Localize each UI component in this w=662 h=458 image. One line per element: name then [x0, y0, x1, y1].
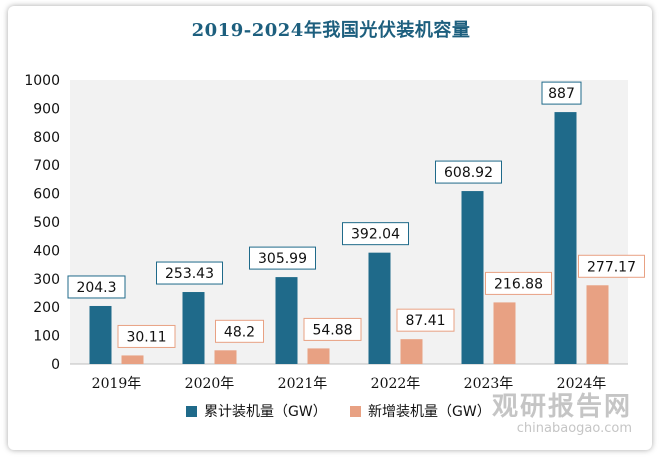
y-tick-label: 400: [33, 243, 60, 259]
x-tick-label: 2019年: [92, 376, 142, 392]
x-tick-label: 2023年: [464, 376, 514, 392]
watermark-cn: 观研报告网: [491, 392, 632, 422]
x-tick-label: 2022年: [371, 376, 421, 392]
data-label-box: [578, 254, 645, 278]
data-label-box: [117, 324, 176, 348]
y-tick-label: 700: [33, 158, 60, 174]
chart-title: 2019-2024年我国光伏装机容量: [191, 20, 471, 41]
data-label: 253.43: [165, 266, 214, 282]
data-label: 54.88: [312, 322, 352, 338]
bar-new: [214, 350, 237, 364]
data-label-box: [342, 222, 409, 246]
data-label: 216.88: [494, 276, 543, 292]
y-tick-label: 1000: [24, 73, 60, 89]
bar-new: [493, 302, 516, 364]
data-label-box: [303, 317, 362, 341]
bar-cumulative: [182, 292, 205, 364]
x-tick-label: 2020年: [185, 376, 235, 392]
data-label: 204.3: [76, 280, 116, 296]
y-tick-label: 600: [33, 187, 60, 203]
y-tick-label: 800: [33, 130, 60, 146]
data-label: 277.17: [587, 259, 636, 275]
bar-new: [307, 348, 330, 364]
bar-cumulative: [554, 112, 577, 364]
data-label: 392.04: [351, 227, 400, 243]
data-label: 608.92: [444, 165, 493, 181]
x-tick-label: 2021年: [278, 376, 328, 392]
data-label-box: [435, 160, 502, 184]
data-label: 30.11: [126, 329, 166, 345]
legend-label: 累计装机量（GW）: [204, 404, 327, 420]
bar-cumulative: [368, 252, 391, 364]
y-tick-label: 500: [33, 215, 60, 231]
data-label: 87.41: [405, 313, 445, 329]
data-label-box: [249, 246, 316, 270]
bar-cumulative: [89, 305, 112, 364]
data-label-box: [67, 275, 126, 299]
bar-new: [121, 355, 144, 364]
y-tick-label: 0: [51, 357, 60, 373]
y-tick-label: 300: [33, 272, 60, 288]
bar-new: [586, 285, 609, 364]
data-label-box: [156, 261, 223, 285]
legend-swatch: [186, 406, 197, 417]
watermark: 观研报告网 chinabaogao.com: [492, 386, 632, 436]
data-label-box: [215, 319, 264, 343]
data-label-box: [485, 271, 552, 295]
legend-label: 新增装机量（GW）: [368, 404, 491, 420]
bar-new: [400, 339, 423, 364]
y-tick-label: 100: [33, 329, 60, 345]
bar-cumulative: [275, 277, 298, 364]
data-label-box: [396, 308, 455, 332]
bar-cumulative: [461, 191, 484, 364]
x-tick-label: 2024年: [557, 376, 607, 392]
legend-swatch: [350, 406, 361, 417]
data-label-box: [541, 81, 582, 105]
y-tick-label: 900: [33, 101, 60, 117]
data-label: 305.99: [258, 251, 307, 267]
plot-area: [70, 80, 628, 364]
data-label: 887: [548, 86, 575, 102]
data-label: 48.2: [224, 324, 255, 340]
y-tick-label: 200: [33, 300, 60, 316]
watermark-en: chinabaogao.com: [516, 421, 632, 436]
